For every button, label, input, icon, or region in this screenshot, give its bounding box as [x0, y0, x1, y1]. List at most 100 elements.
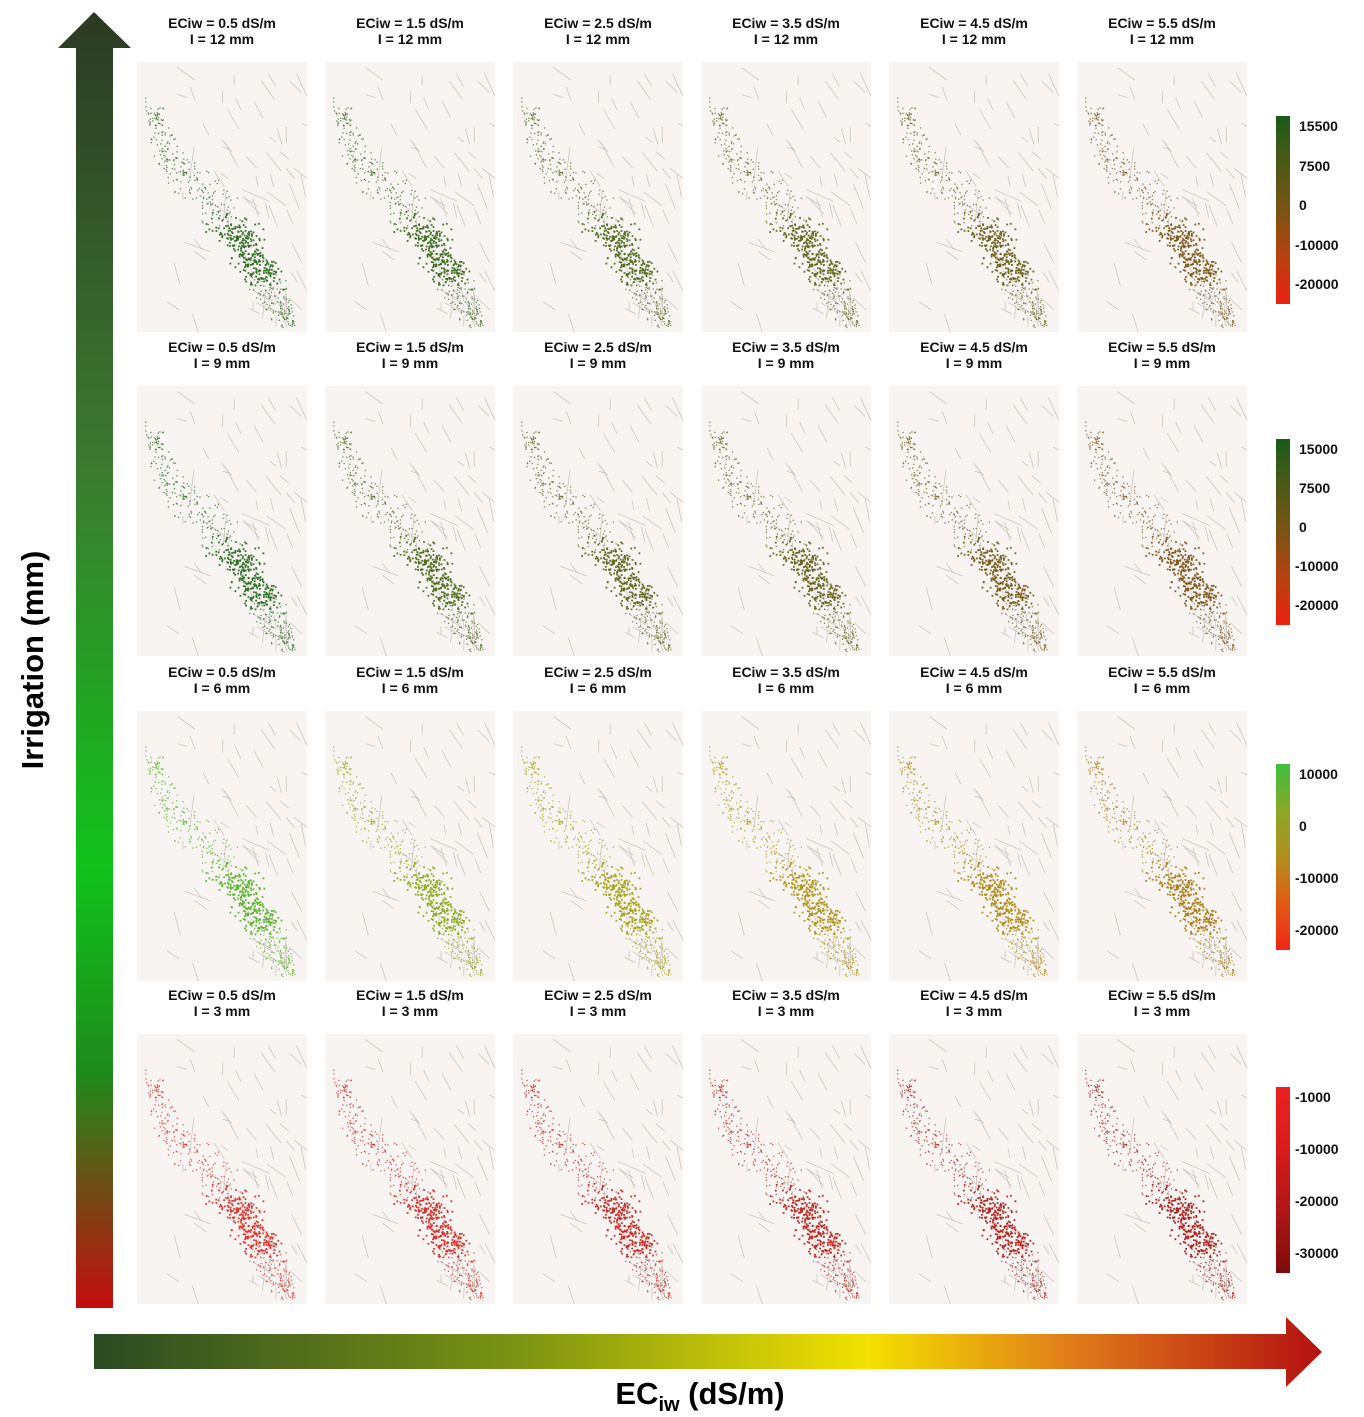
field-pixel	[635, 255, 637, 258]
field-pixel	[244, 242, 247, 244]
field-pixel	[998, 265, 1001, 268]
field-pixel	[552, 172, 554, 174]
field-pixel	[995, 239, 998, 242]
terrain-relief	[166, 301, 180, 311]
field-pixel	[643, 263, 646, 265]
field-pixel	[635, 298, 638, 300]
field-pixel	[1002, 244, 1004, 247]
field-pixel	[266, 632, 268, 635]
field-pixel	[531, 127, 533, 129]
field-pixel	[270, 588, 272, 591]
field-pixel	[1007, 260, 1010, 263]
field-pixel	[428, 249, 430, 252]
field-pixel	[752, 191, 755, 194]
field-pixel	[267, 271, 270, 274]
field-pixel	[665, 313, 667, 315]
field-pixel	[1141, 189, 1143, 191]
field-pixel	[662, 317, 664, 319]
field-pixel	[1220, 300, 1222, 303]
terrain-relief	[457, 173, 463, 188]
field-pixel	[227, 230, 230, 232]
field-pixel	[186, 496, 188, 498]
field-pixel	[240, 254, 243, 256]
field-pixel	[205, 547, 208, 549]
field-pixel	[1031, 291, 1033, 293]
field-pixel	[642, 308, 644, 311]
field-pixel	[821, 253, 824, 255]
field-pixel	[370, 152, 372, 154]
field-pixel	[753, 179, 755, 181]
field-pixel	[554, 192, 556, 195]
field-pixel	[214, 529, 216, 531]
field-pixel	[633, 261, 636, 263]
field-pixel	[806, 269, 809, 271]
field-pixel	[656, 270, 659, 273]
field-pixel	[541, 159, 543, 161]
field-pixel	[986, 249, 989, 252]
field-pixel	[371, 158, 373, 160]
field-pixel	[646, 291, 648, 293]
field-pixel	[283, 296, 285, 298]
field-pixel	[840, 301, 842, 303]
field-pixel	[235, 239, 237, 242]
field-pixel	[1031, 301, 1033, 304]
field-pixel	[1107, 141, 1109, 143]
terrain-relief	[816, 198, 823, 217]
field-pixel	[1008, 263, 1011, 265]
field-pixel	[217, 227, 220, 230]
field-pixel	[775, 195, 778, 197]
terrain-relief	[1117, 67, 1136, 81]
field-pixel	[283, 622, 285, 624]
field-pixel	[209, 525, 211, 527]
field-pixel	[184, 163, 186, 165]
field-pixel	[206, 527, 208, 529]
field-pixel	[240, 247, 243, 249]
field-pixel	[341, 155, 344, 157]
terrain-relief	[279, 475, 289, 484]
field-pixel	[458, 272, 461, 275]
terrain-relief	[1008, 302, 1026, 313]
field-pixel	[811, 258, 814, 261]
field-pixel	[356, 143, 359, 145]
terrain-relief	[241, 189, 270, 202]
field-pixel	[413, 216, 415, 219]
field-pixel	[811, 236, 814, 239]
field-pixel	[453, 271, 456, 274]
terrain-relief	[790, 109, 804, 129]
field-pixel	[251, 273, 254, 275]
field-pixel	[470, 316, 472, 318]
field-pixel	[651, 295, 653, 297]
field-pixel	[659, 318, 662, 321]
terrain-relief	[173, 587, 181, 610]
field-pixel	[405, 227, 408, 230]
field-pixel	[473, 298, 476, 300]
field-pixel	[945, 165, 948, 168]
field-pixel	[978, 212, 980, 215]
field-pixel	[1173, 248, 1175, 250]
field-pixel	[261, 254, 264, 257]
field-pixel	[1003, 233, 1005, 235]
field-pixel	[1228, 323, 1230, 325]
field-pixel	[531, 114, 533, 116]
field-pixel	[532, 114, 535, 116]
field-pixel	[541, 165, 544, 167]
field-pixel	[285, 642, 287, 644]
field-pixel	[370, 169, 372, 171]
field-pixel	[766, 191, 768, 194]
field-pixel	[1227, 307, 1229, 309]
field-pixel	[443, 261, 446, 264]
field-pixel	[782, 217, 784, 220]
field-pixel	[363, 157, 365, 159]
field-pixel	[279, 606, 281, 608]
field-pixel	[1096, 118, 1098, 121]
field-pixel	[1039, 301, 1041, 303]
field-pixel	[586, 203, 588, 205]
field-pixel	[782, 225, 785, 227]
field-pixel	[278, 319, 280, 321]
field-pixel	[581, 188, 583, 190]
field-pixel	[832, 270, 835, 272]
field-pixel	[1197, 278, 1200, 280]
field-pixel	[767, 186, 770, 188]
field-pixel	[344, 114, 347, 116]
field-pixel	[1005, 261, 1008, 263]
